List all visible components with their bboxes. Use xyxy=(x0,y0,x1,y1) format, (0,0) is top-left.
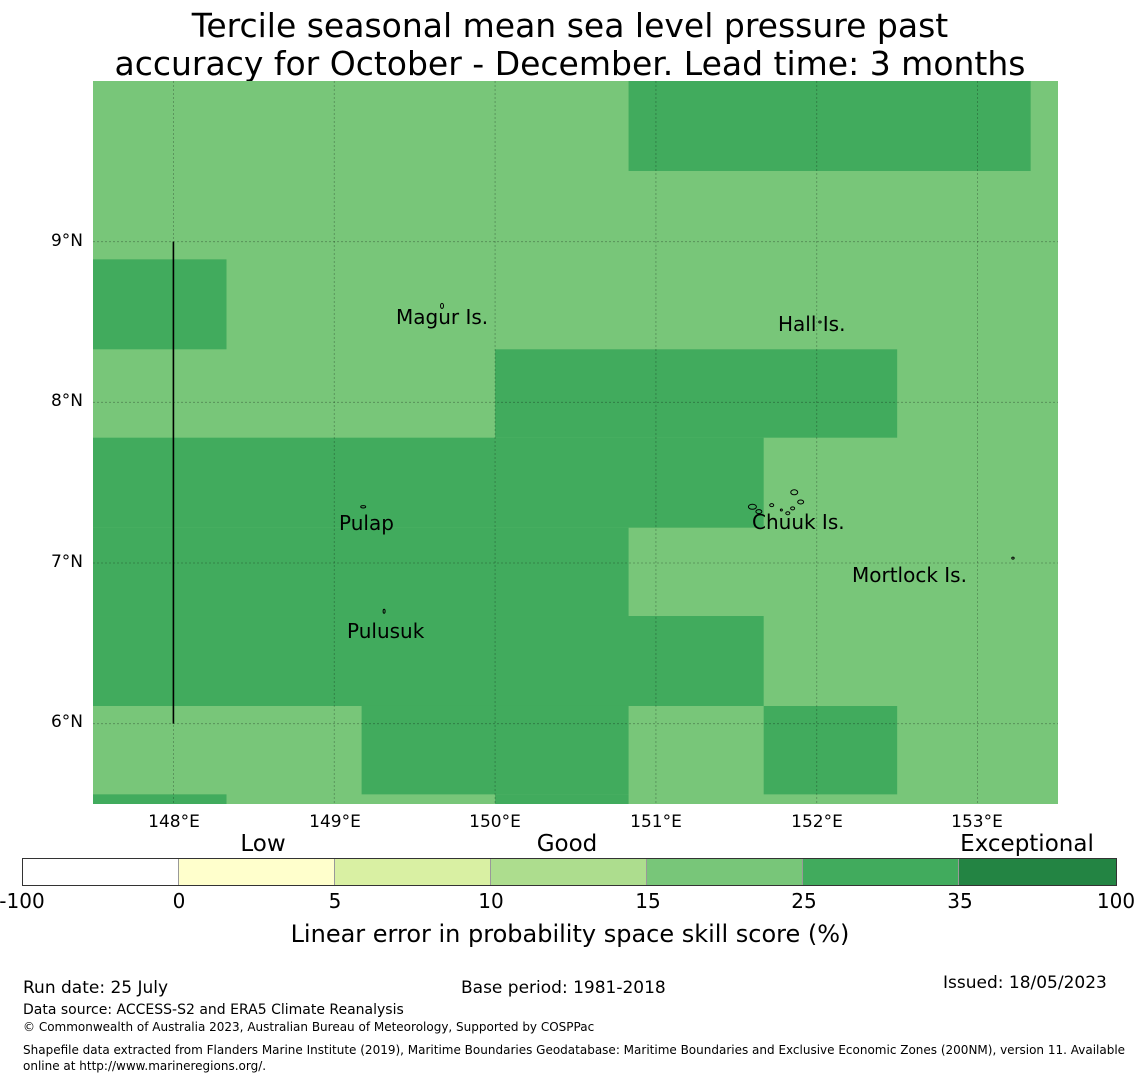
colorbar-segment-15-25 xyxy=(647,859,804,885)
place-label-mortlock: Mortlock Is. xyxy=(852,563,967,587)
base-period: Base period: 1981-2018 xyxy=(461,978,666,998)
colorbar-segment-35-100 xyxy=(959,859,1116,885)
map-title-line-2: accuracy for October - December. Lead ti… xyxy=(114,44,1026,83)
lon-label-150e: 150°E xyxy=(469,812,521,832)
shapefile-credit: Shapefile data extracted from Flanders M… xyxy=(23,1043,1126,1073)
colorbar-label: Linear error in probability space skill … xyxy=(290,920,850,948)
skill-cell-6 xyxy=(93,616,764,706)
skill-cell-10 xyxy=(93,794,227,804)
place-label-hall: Hall Is. xyxy=(778,312,846,336)
issued-date: Issued: 18/05/2023 xyxy=(943,973,1107,993)
skill-cell-5 xyxy=(93,527,629,617)
colorbar-tick-35: 35 xyxy=(947,889,973,913)
skill-cell-4 xyxy=(495,437,764,528)
skill-cell-0 xyxy=(628,81,1031,171)
colorbar-tick-15: 15 xyxy=(635,889,661,913)
colorbar-segment-25-35 xyxy=(803,859,960,885)
skill-map xyxy=(93,81,1058,804)
skill-cell-1 xyxy=(93,259,227,350)
colorbar xyxy=(22,858,1117,886)
colorbar-tick-0: 0 xyxy=(172,889,186,913)
colorbar-tick-100: 100 xyxy=(1096,889,1136,913)
island-chuuk-outline-5 xyxy=(790,489,799,496)
lon-label-148e: 148°E xyxy=(148,812,200,832)
island-chuuk-outline-3 xyxy=(790,506,796,511)
lon-label-151e: 151°E xyxy=(630,812,682,832)
copyright: © Commonwealth of Australia 2023, Austra… xyxy=(23,1020,595,1034)
island-pulusuk-outline xyxy=(382,608,386,614)
run-date: Run date: 25 July xyxy=(23,978,169,998)
category-label-good: Good xyxy=(536,831,598,857)
lat-label-6n: 6°N xyxy=(50,712,83,732)
colorbar-tick-5: 5 xyxy=(328,889,342,913)
place-label-pulap: Pulap xyxy=(339,511,394,535)
island-chuuk-outline-4 xyxy=(797,499,805,505)
category-label-low: Low xyxy=(240,831,286,857)
island-chuuk-outline-2 xyxy=(769,503,775,508)
place-label-pulusuk: Pulusuk xyxy=(347,619,425,643)
skill-cell-2 xyxy=(495,349,898,438)
island-chuuk-outline-6 xyxy=(785,511,791,516)
category-label-exceptional: Exceptional xyxy=(960,831,1094,857)
colorbar-tick-10: 10 xyxy=(478,889,504,913)
skill-cell-3 xyxy=(93,437,496,528)
colorbar-segment-5-10 xyxy=(335,859,492,885)
place-label-chuuk: Chuuk Is. xyxy=(752,510,845,534)
lon-label-152e: 152°E xyxy=(791,812,843,832)
lat-label-8n: 8°N xyxy=(50,391,83,411)
place-label-magur: Magur Is. xyxy=(396,305,489,329)
skill-cell-8 xyxy=(763,705,898,795)
island-chuuk-outline-7 xyxy=(779,508,783,512)
lat-label-9n: 9°N xyxy=(50,231,83,251)
colorbar-tick-25: 25 xyxy=(791,889,817,913)
map-title-line-1: Tercile seasonal mean sea level pressure… xyxy=(191,6,949,45)
data-source: Data source: ACCESS-S2 and ERA5 Climate … xyxy=(23,1002,404,1018)
island-hall-outline xyxy=(818,320,822,324)
skill-cell-9 xyxy=(495,794,629,804)
island-pulap-outline xyxy=(360,505,367,509)
colorbar-segment-0-5 xyxy=(179,859,336,885)
lat-label-7n: 7°N xyxy=(50,552,83,572)
skill-cell-7 xyxy=(361,705,629,795)
lon-label-149e: 149°E xyxy=(309,812,361,832)
island-chuuk-outline-1 xyxy=(755,509,763,515)
island-chuuk-outline-0 xyxy=(747,503,757,510)
island-mortlock-outline xyxy=(1011,556,1015,560)
colorbar-segment-10-15 xyxy=(491,859,648,885)
colorbar-tick-neg100: -100 xyxy=(0,889,45,913)
lon-label-153e: 153°E xyxy=(951,812,1003,832)
island-magur-outline xyxy=(440,302,445,309)
colorbar-segment-neg100-0 xyxy=(23,859,180,885)
